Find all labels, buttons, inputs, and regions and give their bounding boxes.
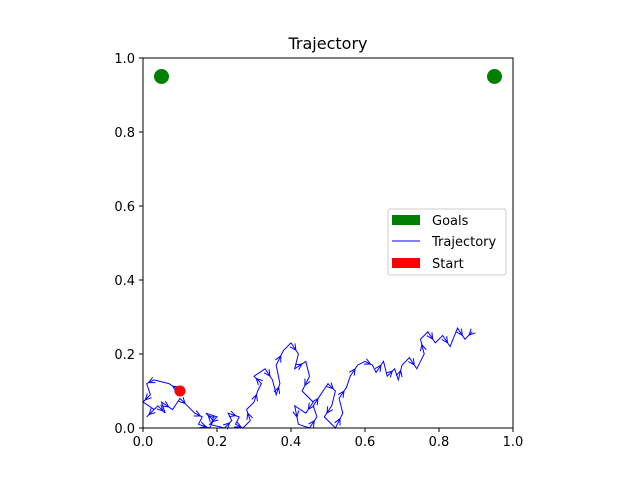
trajectory-arrow [363, 358, 372, 365]
x-axis: 0.0 0.2 0.4 0.6 0.8 1.0 [133, 428, 524, 450]
y-tick-label: 0.6 [114, 200, 135, 215]
y-tick-label: 0.0 [114, 422, 135, 437]
trajectory-arrow [468, 328, 476, 336]
trajectory-arrow [326, 382, 334, 390]
trajectory-arrow [456, 328, 463, 337]
y-tick-label: 1.0 [114, 52, 135, 67]
trajectory-arrow [395, 369, 403, 378]
axes-border [142, 57, 514, 429]
x-tick-label: 0.4 [281, 435, 302, 450]
trajectory-arrow [251, 393, 258, 402]
x-tick-label: 0.6 [355, 435, 376, 450]
trajectory-arrow [147, 376, 156, 384]
trajectory-arrow [161, 400, 170, 408]
legend-trajectory-label: Trajectory [431, 235, 496, 250]
trajectory-arrow [304, 378, 311, 387]
legend: Goals Trajectory Start [387, 208, 507, 276]
trajectory-arrow [144, 393, 152, 401]
trajectory-arrow [234, 421, 242, 428]
legend-goals-swatch [392, 215, 420, 225]
y-axis: 0.0 0.2 0.4 0.6 0.8 1.0 [114, 52, 143, 437]
trajectory-arrow [263, 369, 271, 377]
trajectory-arrow [326, 406, 333, 414]
trajectory-arrow [156, 404, 164, 412]
trajectory-arrow [199, 421, 208, 429]
trajectory-arrow [275, 354, 282, 363]
trajectory-arrow [228, 410, 237, 418]
trajectory-arrow [222, 422, 231, 430]
trajectory-arrow [295, 363, 303, 371]
x-tick-label: 0.8 [429, 435, 450, 450]
legend-start-swatch [392, 258, 420, 268]
start-marker [174, 385, 186, 397]
y-tick-label: 0.8 [114, 126, 135, 141]
x-tick-label: 1.0 [503, 435, 524, 450]
trajectory-arrow [246, 412, 253, 420]
trajectory-arrow [193, 410, 202, 417]
y-tick-label: 0.2 [114, 348, 135, 363]
trajectory-arrow [148, 408, 156, 416]
trajectory-arrow [408, 358, 415, 366]
trajectory-arrow [255, 377, 263, 386]
trajectory-arrow [426, 332, 434, 340]
trajectory-arrow [211, 415, 219, 423]
trajectory-arrow [348, 368, 356, 376]
trajectory-arrow [307, 402, 315, 411]
trajectory-arrow [308, 419, 315, 428]
trajectory-arrow [273, 386, 281, 394]
trajectory-arrow [337, 390, 345, 398]
legend-goals-label: Goals [432, 214, 469, 229]
trajectory-line [142, 327, 473, 429]
legend-start-label: Start [432, 257, 464, 272]
goal-marker [487, 69, 502, 84]
x-tick-label: 0.2 [207, 435, 228, 450]
trajectory-arrow [289, 343, 297, 352]
chart-title: Trajectory [288, 34, 368, 53]
trajectory-arrow [419, 343, 427, 352]
trajectory-arrow [385, 370, 394, 378]
goal-marker [154, 69, 169, 84]
trajectory-arrow [178, 396, 186, 405]
trajectory-arrow [334, 417, 341, 426]
trajectory-layer [142, 327, 476, 430]
trajectory-arrow [292, 410, 300, 419]
trajectory-arrow [207, 414, 215, 423]
trajectory-arrow [311, 397, 319, 406]
marker-layer [154, 69, 502, 397]
trajectory-arrow [441, 335, 449, 344]
y-tick-label: 0.4 [114, 274, 135, 289]
x-tick-label: 0.0 [133, 435, 154, 450]
trajectory-arrow [374, 364, 382, 373]
